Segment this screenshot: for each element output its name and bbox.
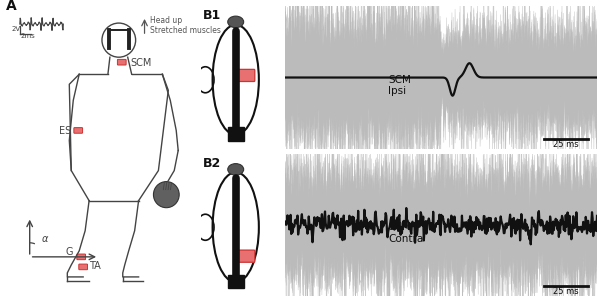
Ellipse shape: [228, 16, 244, 28]
Text: 25 ms: 25 ms: [553, 140, 578, 149]
Circle shape: [154, 182, 179, 208]
FancyBboxPatch shape: [74, 128, 83, 133]
Text: ES: ES: [59, 126, 71, 136]
FancyBboxPatch shape: [77, 254, 86, 260]
Text: SCM
Contra: SCM Contra: [388, 222, 423, 244]
FancyBboxPatch shape: [237, 250, 255, 262]
Bar: [227, 128, 244, 141]
Text: B2: B2: [202, 157, 221, 169]
Bar: [227, 275, 244, 288]
Text: G: G: [65, 247, 73, 257]
Text: Head up: Head up: [151, 16, 182, 25]
FancyBboxPatch shape: [79, 264, 88, 270]
Text: 2ms: 2ms: [21, 33, 35, 39]
Ellipse shape: [228, 164, 244, 175]
Text: $\alpha$: $\alpha$: [41, 234, 49, 244]
Text: B1: B1: [202, 9, 221, 22]
Text: TA: TA: [89, 261, 101, 271]
Text: SCM
Ipsi: SCM Ipsi: [388, 75, 411, 96]
FancyBboxPatch shape: [237, 69, 255, 82]
Text: Stretched muscles: Stretched muscles: [151, 26, 221, 35]
Text: 25 ms: 25 ms: [553, 287, 578, 296]
Text: A: A: [6, 0, 17, 13]
FancyBboxPatch shape: [118, 59, 126, 65]
Text: SCM: SCM: [131, 58, 152, 68]
Text: 2V: 2V: [12, 26, 21, 32]
